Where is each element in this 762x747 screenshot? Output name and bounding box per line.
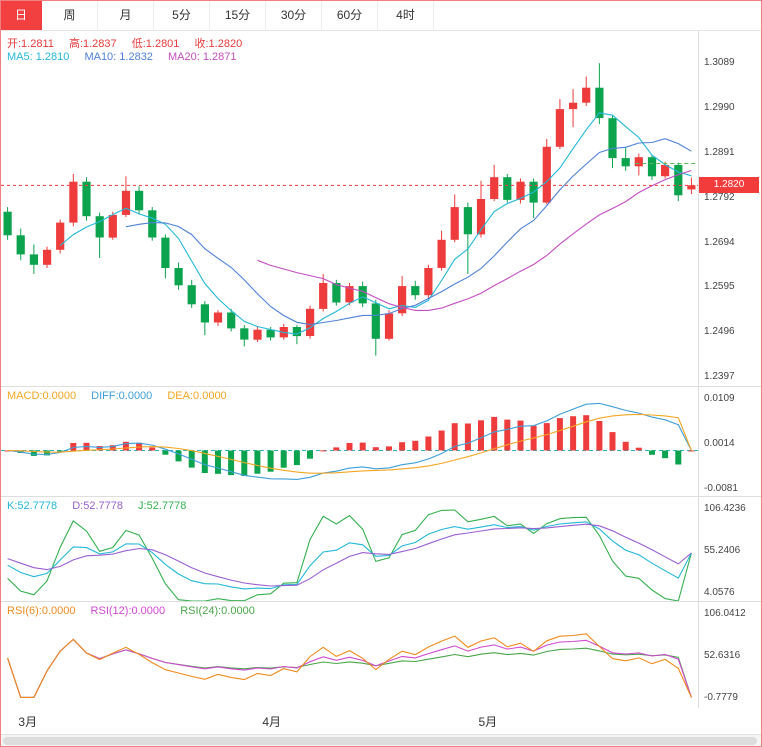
tab-15min[interactable]: 15分 [210,1,266,30]
macd-readout: MACD:0.0000 DIFF:0.0000 DEA:0.0000 [7,390,239,402]
rsi24-value: RSI(24):0.0000 [180,605,255,617]
axis-label: 52.6316 [704,650,741,661]
horizontal-scrollbar[interactable] [1,734,761,746]
axis-label: 1.2397 [704,371,735,383]
axis-label: -0.7779 [704,691,738,703]
candlestick-plot[interactable] [1,31,698,386]
axis-label: 1.3089 [704,57,735,69]
time-axis-label: 4月 [262,715,282,729]
tab-monthly[interactable]: 月 [98,1,154,30]
panel-divider [1,496,761,497]
axis-label: 1.2496 [704,326,735,338]
tab-daily[interactable]: 日 [1,1,42,30]
axis-label: 55.2406 [704,545,741,556]
low-value: 低:1.2801 [131,38,180,50]
axis-label: 0.0109 [704,392,735,404]
current-price-badge: 1.2820 [699,177,759,194]
candlestick-panel[interactable]: 开:1.2811 高:1.2837 低:1.2801 收:1.2820 MA5:… [1,31,698,386]
macd-panel[interactable]: MACD:0.0000 DIFF:0.0000 DEA:0.0000 [1,386,698,496]
high-value: 高:1.2837 [68,38,117,50]
ma10-value: MA10: 1.2832 [84,51,153,63]
macd-value: MACD:0.0000 [7,390,77,402]
axis-label: -0.0081 [704,482,738,494]
ma20-value: MA20: 1.2871 [168,51,237,63]
kdj-panel[interactable]: K:52.7778 D:52.7778 J:52.7778 [1,496,698,601]
panel-divider [1,386,761,387]
axis-label: 1.2694 [704,236,735,248]
rsi12-value: RSI(12):0.0000 [90,605,166,617]
scrollbar-thumb[interactable] [3,737,757,745]
dea-value: DEA:0.0000 [167,390,227,402]
macd-plot[interactable] [1,386,698,496]
time-axis-label: 5月 [478,715,498,729]
open-value: 开:1.2811 [7,38,54,50]
time-axis-label: 3月 [18,715,38,729]
axis-label: 106.0412 [704,608,746,620]
j-value: J:52.7778 [138,500,187,512]
ma-readout: MA5: 1.2810 MA10: 1.2832 MA20: 1.2871 [7,51,249,63]
axis-label: 1.2595 [704,281,735,293]
rsi-panel[interactable]: RSI(6):0.0000 RSI(12):0.0000 RSI(24):0.0… [1,601,698,708]
k-value: K:52.7778 [7,500,58,512]
panel-divider [1,601,761,602]
kdj-plot[interactable] [1,496,698,601]
ma5-value: MA5: 1.2810 [7,51,70,63]
axis-label: 0.0014 [704,437,735,449]
tab-60min[interactable]: 60分 [322,1,378,30]
ohlc-readout: 开:1.2811 高:1.2837 低:1.2801 收:1.2820 [7,35,254,51]
time-axis [1,708,761,734]
tab-weekly[interactable]: 周 [42,1,98,30]
rsi-readout: RSI(6):0.0000 RSI(12):0.0000 RSI(24):0.0… [7,605,267,617]
axis-label: 106.4236 [704,503,746,515]
axis-divider [698,31,699,708]
timeframe-toolbar: 日 周 月 5分 15分 30分 60分 4时 [1,1,761,31]
kdj-readout: K:52.7778 D:52.7778 J:52.7778 [7,500,198,512]
axis-label: 1.2792 [704,192,735,204]
tab-4hour[interactable]: 4时 [378,1,434,30]
axis-label: 1.2891 [704,147,735,159]
tab-5min[interactable]: 5分 [154,1,210,30]
rsi6-value: RSI(6):0.0000 [7,605,76,617]
tab-30min[interactable]: 30分 [266,1,322,30]
axis-label: 1.2990 [704,102,735,114]
d-value: D:52.7778 [72,500,123,512]
axis-label: 4.0576 [704,586,735,598]
rsi-plot[interactable] [1,601,698,708]
diff-value: DIFF:0.0000 [91,390,153,402]
close-value: 收:1.2820 [194,38,243,50]
